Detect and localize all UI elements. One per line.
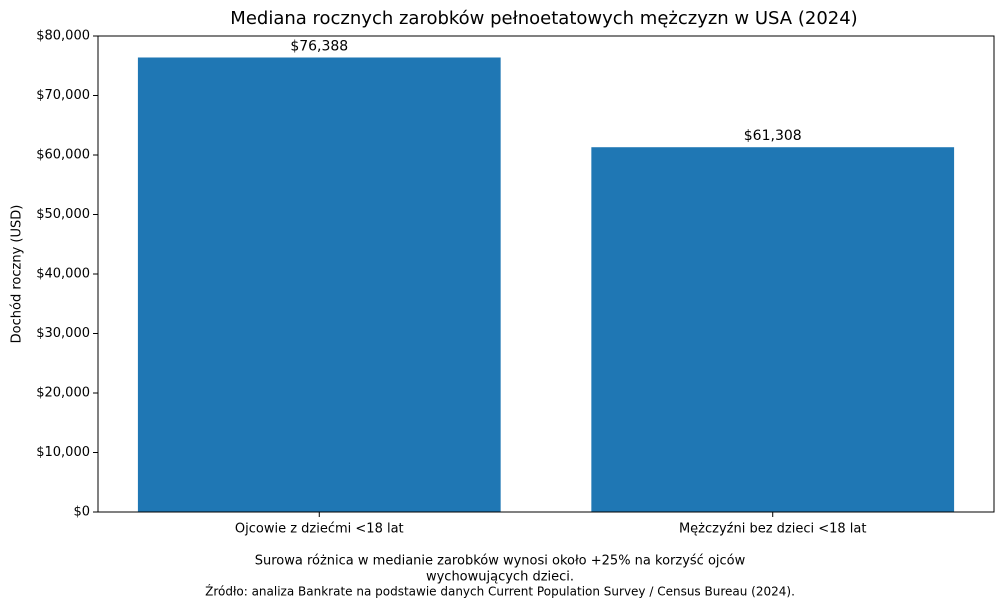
y-axis-label: Dochód roczny (USD) — [10, 205, 25, 344]
bar — [591, 147, 955, 512]
y-tick-label: $10,000 — [36, 445, 90, 460]
x-tick-label: Mężczyźni bez dzieci <18 lat — [679, 522, 867, 537]
annotation: Surowa różnica w medianie zarobków wynos… — [255, 554, 746, 569]
y-tick-label: $0 — [73, 505, 90, 520]
annotation: wychowujących dzieci. — [426, 570, 574, 585]
y-tick-label: $50,000 — [36, 207, 90, 222]
x-tick-label: Ojcowie z dziećmi <18 lat — [235, 522, 404, 537]
chart-title: Mediana rocznych zarobków pełnoetatowych… — [230, 8, 857, 29]
y-tick-label: $30,000 — [36, 326, 90, 341]
value-label: $61,308 — [744, 128, 802, 144]
y-tick-label: $20,000 — [36, 386, 90, 401]
y-tick-label: $40,000 — [36, 267, 90, 282]
source: Źródło: analiza Bankrate na podstawie da… — [205, 584, 795, 599]
value-label: $76,388 — [290, 38, 348, 54]
y-tick-label: $70,000 — [36, 88, 90, 103]
bar — [137, 57, 501, 513]
y-tick-label: $80,000 — [36, 29, 90, 44]
y-tick-label: $60,000 — [36, 148, 90, 163]
plot-frame — [97, 35, 995, 513]
